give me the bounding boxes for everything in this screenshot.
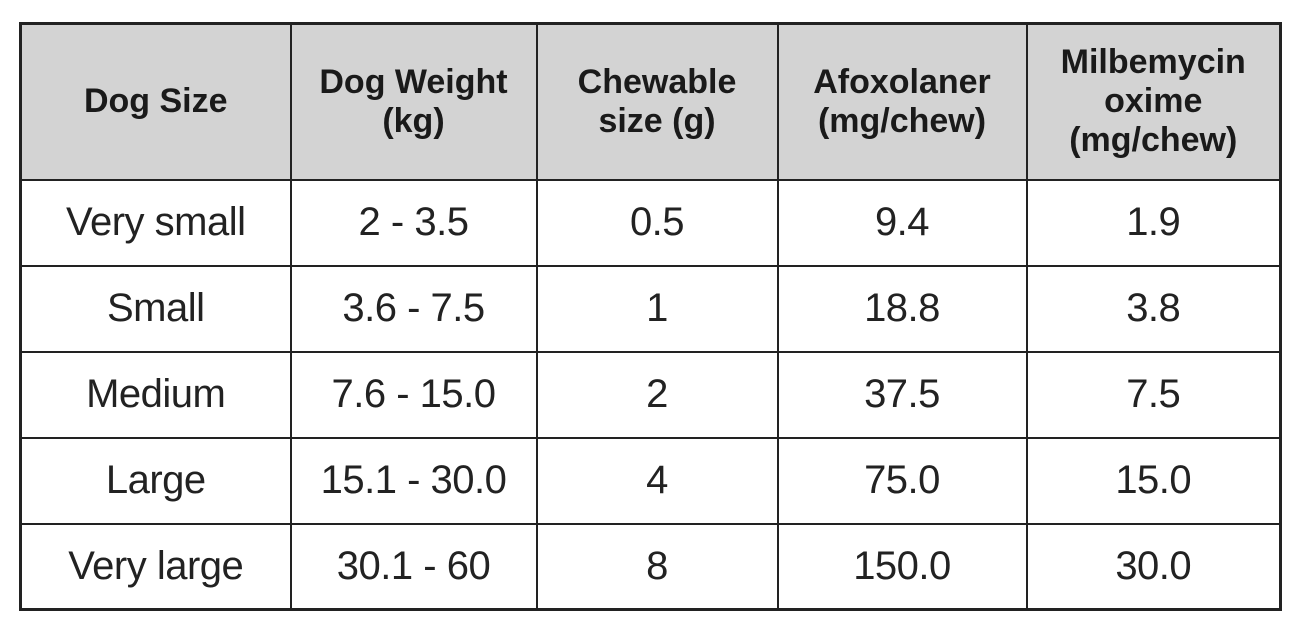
header-dog-weight: Dog Weight (kg) (289, 22, 538, 181)
dosage-table: Dog Size Dog Weight (kg) Chewable size (… (19, 22, 1282, 611)
cell-dog-size: Very large (19, 522, 292, 611)
cell-chewable-size: 2 (535, 350, 779, 439)
cell-afoxolaner: 150.0 (776, 522, 1028, 611)
table-row: Very small 2 - 3.5 0.5 9.4 1.9 (19, 178, 1282, 267)
cell-chewable-size: 8 (535, 522, 779, 611)
cell-afoxolaner: 18.8 (776, 264, 1028, 353)
cell-milbemycin-oxime: 3.8 (1025, 264, 1282, 353)
cell-chewable-size: 1 (535, 264, 779, 353)
cell-milbemycin-oxime: 30.0 (1025, 522, 1282, 611)
cell-dog-size: Medium (19, 350, 292, 439)
dosage-table-container: Dog Size Dog Weight (kg) Chewable size (… (19, 22, 1282, 611)
table-row: Very large 30.1 - 60 8 150.0 30.0 (19, 522, 1282, 611)
cell-dog-weight: 3.6 - 7.5 (289, 264, 538, 353)
cell-milbemycin-oxime: 7.5 (1025, 350, 1282, 439)
cell-dog-weight: 15.1 - 30.0 (289, 436, 538, 525)
table-row: Medium 7.6 - 15.0 2 37.5 7.5 (19, 350, 1282, 439)
cell-dog-size: Very small (19, 178, 292, 267)
table-row: Small 3.6 - 7.5 1 18.8 3.8 (19, 264, 1282, 353)
table-header: Dog Size Dog Weight (kg) Chewable size (… (19, 22, 1282, 181)
header-milbemycin-oxime: Milbemycin oxime (mg/chew) (1025, 22, 1282, 181)
cell-afoxolaner: 37.5 (776, 350, 1028, 439)
header-row: Dog Size Dog Weight (kg) Chewable size (… (19, 22, 1282, 181)
cell-chewable-size: 4 (535, 436, 779, 525)
cell-afoxolaner: 9.4 (776, 178, 1028, 267)
cell-dog-size: Small (19, 264, 292, 353)
cell-milbemycin-oxime: 15.0 (1025, 436, 1282, 525)
cell-dog-weight: 7.6 - 15.0 (289, 350, 538, 439)
cell-dog-size: Large (19, 436, 292, 525)
cell-dog-weight: 2 - 3.5 (289, 178, 538, 267)
cell-chewable-size: 0.5 (535, 178, 779, 267)
cell-dog-weight: 30.1 - 60 (289, 522, 538, 611)
cell-milbemycin-oxime: 1.9 (1025, 178, 1282, 267)
header-afoxolaner: Afoxolaner (mg/chew) (776, 22, 1028, 181)
header-dog-size: Dog Size (19, 22, 292, 181)
cell-afoxolaner: 75.0 (776, 436, 1028, 525)
table-row: Large 15.1 - 30.0 4 75.0 15.0 (19, 436, 1282, 525)
table-body: Very small 2 - 3.5 0.5 9.4 1.9 Small 3.6… (19, 178, 1282, 611)
header-chewable-size: Chewable size (g) (535, 22, 779, 181)
